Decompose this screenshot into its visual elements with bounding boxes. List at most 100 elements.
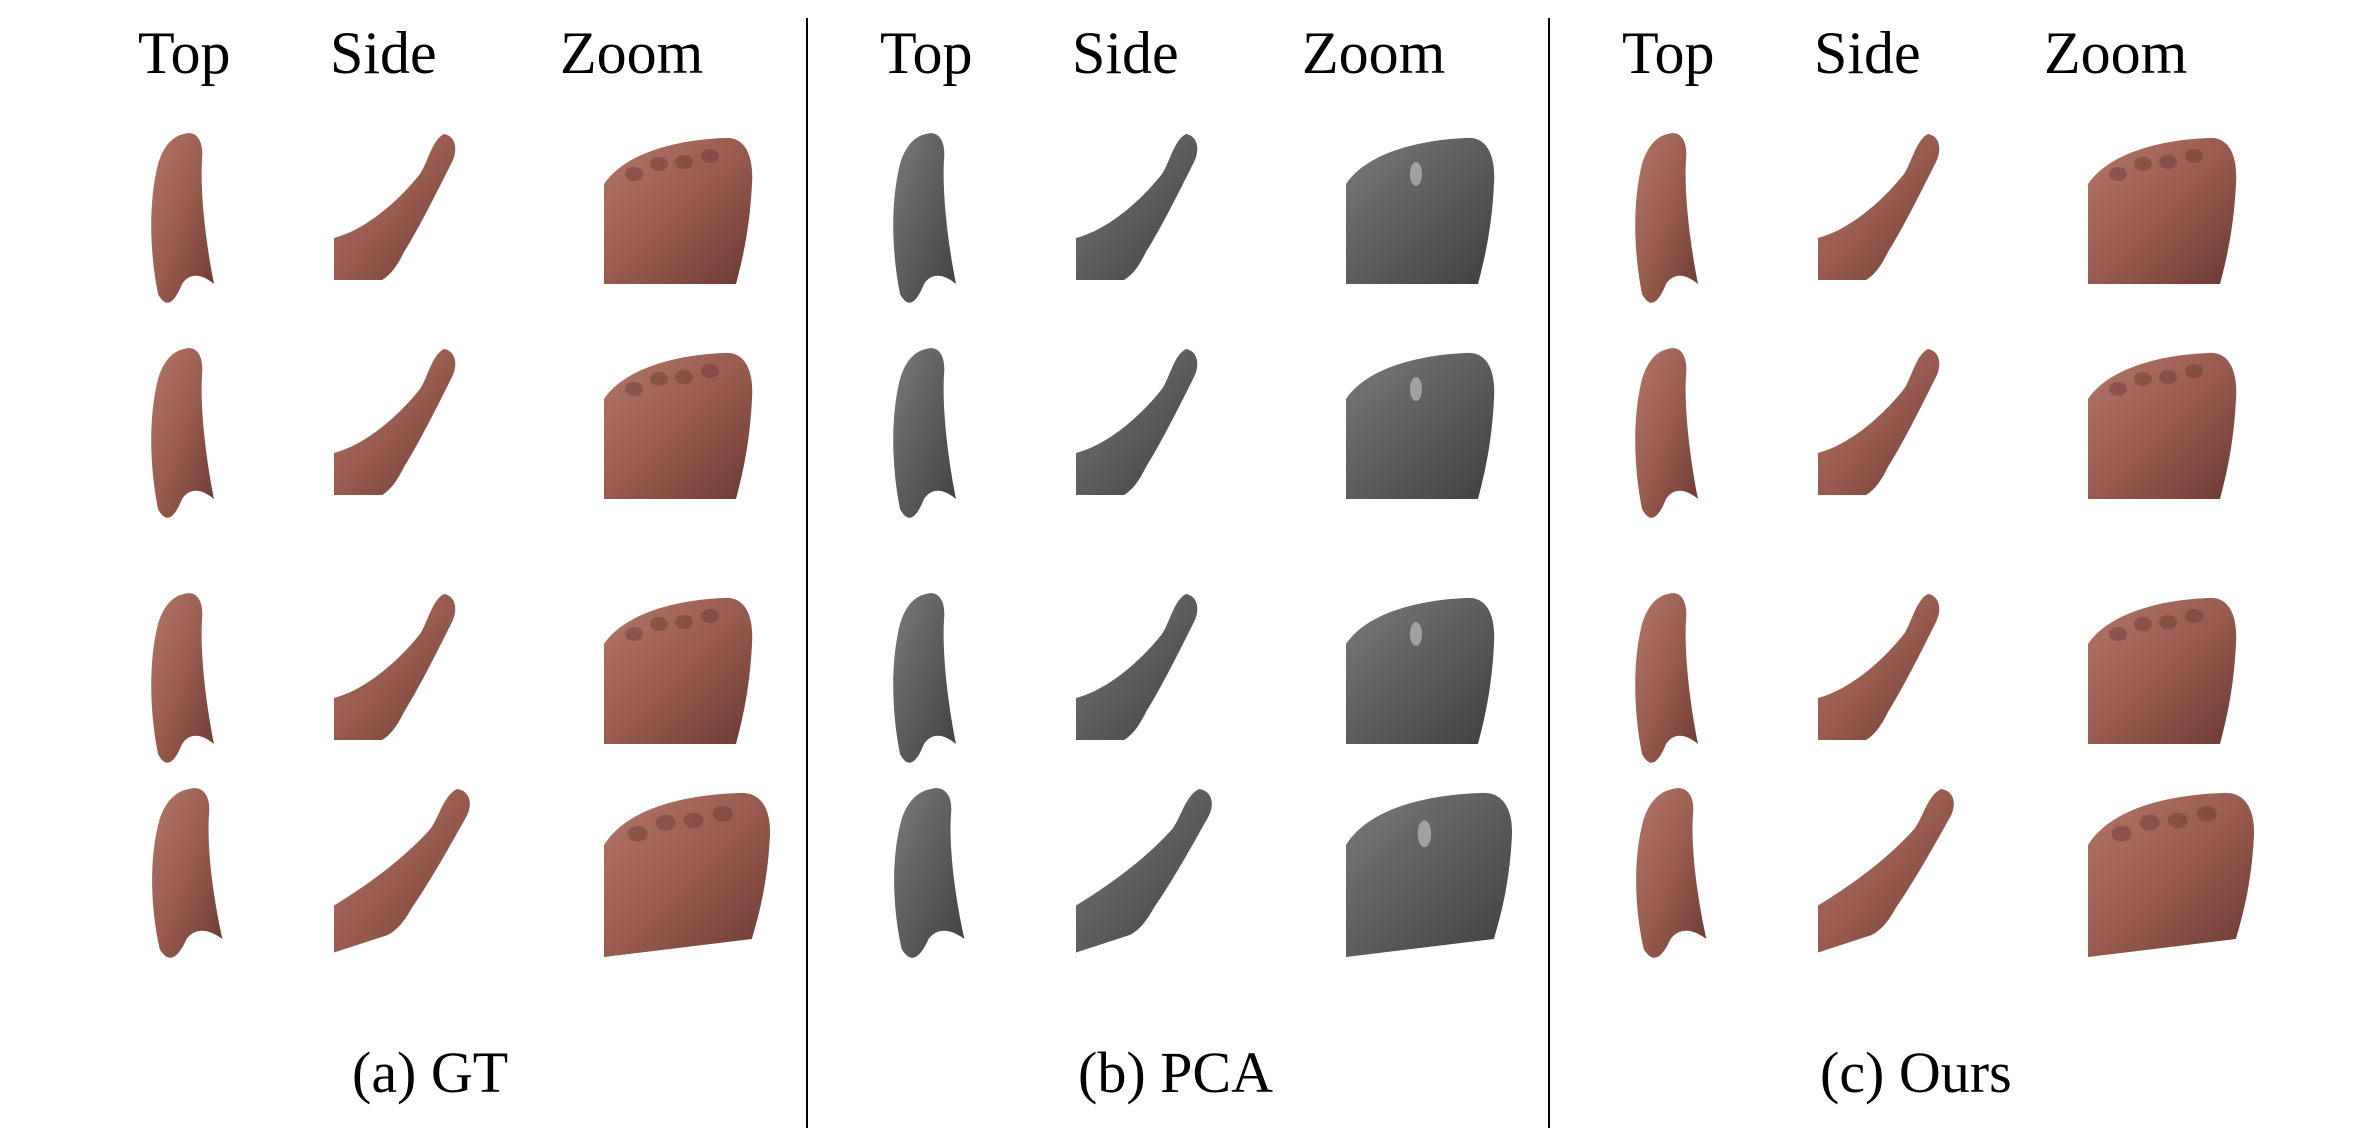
toe-detail — [625, 627, 643, 641]
ours-row3-zoom-render — [2084, 590, 2249, 760]
gt-row2-top-render — [140, 345, 230, 545]
foot-shape — [1346, 597, 1495, 744]
panel-divider — [806, 18, 808, 1128]
foot-surface — [1076, 134, 1198, 280]
pca-row2-top-render — [882, 345, 972, 545]
foot-surface — [1346, 597, 1495, 744]
foot-shape — [151, 593, 214, 763]
pca-row3-side-render — [1072, 590, 1212, 760]
ours-row1-zoom-render — [2084, 130, 2249, 300]
toe-detail — [625, 167, 643, 181]
foot-shape — [334, 594, 456, 740]
foot-shape — [1818, 349, 1940, 495]
pca-row1-side-render — [1072, 130, 1212, 300]
foot-surface — [334, 134, 456, 280]
foot-shape — [334, 349, 456, 495]
foot-surface — [1076, 349, 1198, 495]
foot-surface — [1818, 134, 1940, 280]
foot-surface — [2088, 792, 2255, 957]
specular-highlight — [1410, 622, 1422, 646]
foot-shape — [1818, 789, 1954, 953]
foot-surface — [604, 352, 753, 499]
foot-surface — [2088, 352, 2237, 499]
gt-row2-side-render — [330, 345, 470, 515]
foot-shape — [604, 597, 753, 744]
pca-row4-side-render — [1072, 785, 1228, 975]
toe-detail — [2139, 814, 2160, 831]
foot-shape — [1076, 594, 1198, 740]
foot-surface — [1636, 788, 1707, 958]
gt-row1-zoom-render — [600, 130, 765, 300]
panel-caption: (b) PCA — [1078, 1040, 1273, 1105]
gt-row3-side-render — [330, 590, 470, 760]
foot-surface — [1346, 137, 1495, 284]
panel-pca: Top Side Zoom (b) PCA — [808, 0, 1548, 1128]
gt-row4-side-render — [330, 785, 486, 975]
foot-surface — [893, 133, 956, 303]
foot-surface — [151, 133, 214, 303]
gt-row3-top-render — [140, 590, 230, 790]
toe-detail — [675, 155, 693, 169]
ours-row4-top-render — [1624, 785, 1724, 1008]
pca-row3-zoom-render — [1342, 590, 1507, 760]
ours-row4-zoom-render — [2084, 785, 2268, 975]
foot-surface — [1635, 593, 1698, 763]
toe-detail — [2185, 364, 2203, 378]
col-header-zoom: Zoom — [2044, 20, 2188, 86]
foot-shape — [1818, 134, 1940, 280]
foot-shape — [151, 348, 214, 518]
toe-detail — [655, 814, 676, 831]
col-header-top: Top — [138, 20, 231, 86]
toe-detail — [650, 157, 668, 171]
toe-detail — [675, 615, 693, 629]
foot-surface — [894, 788, 965, 958]
toe-detail — [2109, 382, 2127, 396]
foot-shape — [1635, 348, 1698, 518]
specular-highlight — [1417, 820, 1432, 848]
toe-detail — [701, 149, 719, 163]
foot-surface — [151, 593, 214, 763]
foot-surface — [151, 348, 214, 518]
toe-detail — [2159, 615, 2177, 629]
panel-gt: Top Side Zoom (a) GT — [0, 0, 806, 1128]
gt-row3-zoom-render — [600, 590, 765, 760]
foot-shape — [1635, 133, 1698, 303]
toe-detail — [2134, 372, 2152, 386]
toe-detail — [2109, 167, 2127, 181]
foot-surface — [893, 348, 956, 518]
foot-shape — [893, 133, 956, 303]
foot-shape — [151, 133, 214, 303]
toe-detail — [2196, 805, 2217, 822]
toe-detail — [683, 812, 704, 829]
toe-detail — [2109, 627, 2127, 641]
toe-detail — [712, 805, 733, 822]
foot-shape — [334, 134, 456, 280]
foot-shape — [2088, 597, 2237, 744]
toe-detail — [625, 382, 643, 396]
foot-shape — [152, 788, 223, 958]
foot-surface — [1635, 133, 1698, 303]
foot-shape — [2088, 352, 2237, 499]
foot-surface — [2088, 137, 2237, 284]
foot-surface — [1076, 789, 1212, 953]
gt-row1-side-render — [330, 130, 470, 300]
foot-surface — [1818, 349, 1940, 495]
toe-detail — [2134, 157, 2152, 171]
foot-shape — [604, 792, 771, 957]
ours-row1-top-render — [1624, 130, 1714, 330]
panel-caption: (a) GT — [352, 1040, 509, 1105]
foot-shape — [1346, 137, 1495, 284]
toe-detail — [675, 370, 693, 384]
col-header-side: Side — [1814, 20, 1921, 86]
toe-detail — [2134, 617, 2152, 631]
foot-shape — [1635, 593, 1698, 763]
foot-shape — [893, 348, 956, 518]
foot-shape — [1346, 352, 1495, 499]
pca-row1-zoom-render — [1342, 130, 1507, 300]
toe-detail — [2167, 812, 2188, 829]
foot-surface — [334, 594, 456, 740]
foot-shape — [1076, 789, 1212, 953]
gt-row4-top-render — [140, 785, 240, 1008]
gt-row2-zoom-render — [600, 345, 765, 515]
